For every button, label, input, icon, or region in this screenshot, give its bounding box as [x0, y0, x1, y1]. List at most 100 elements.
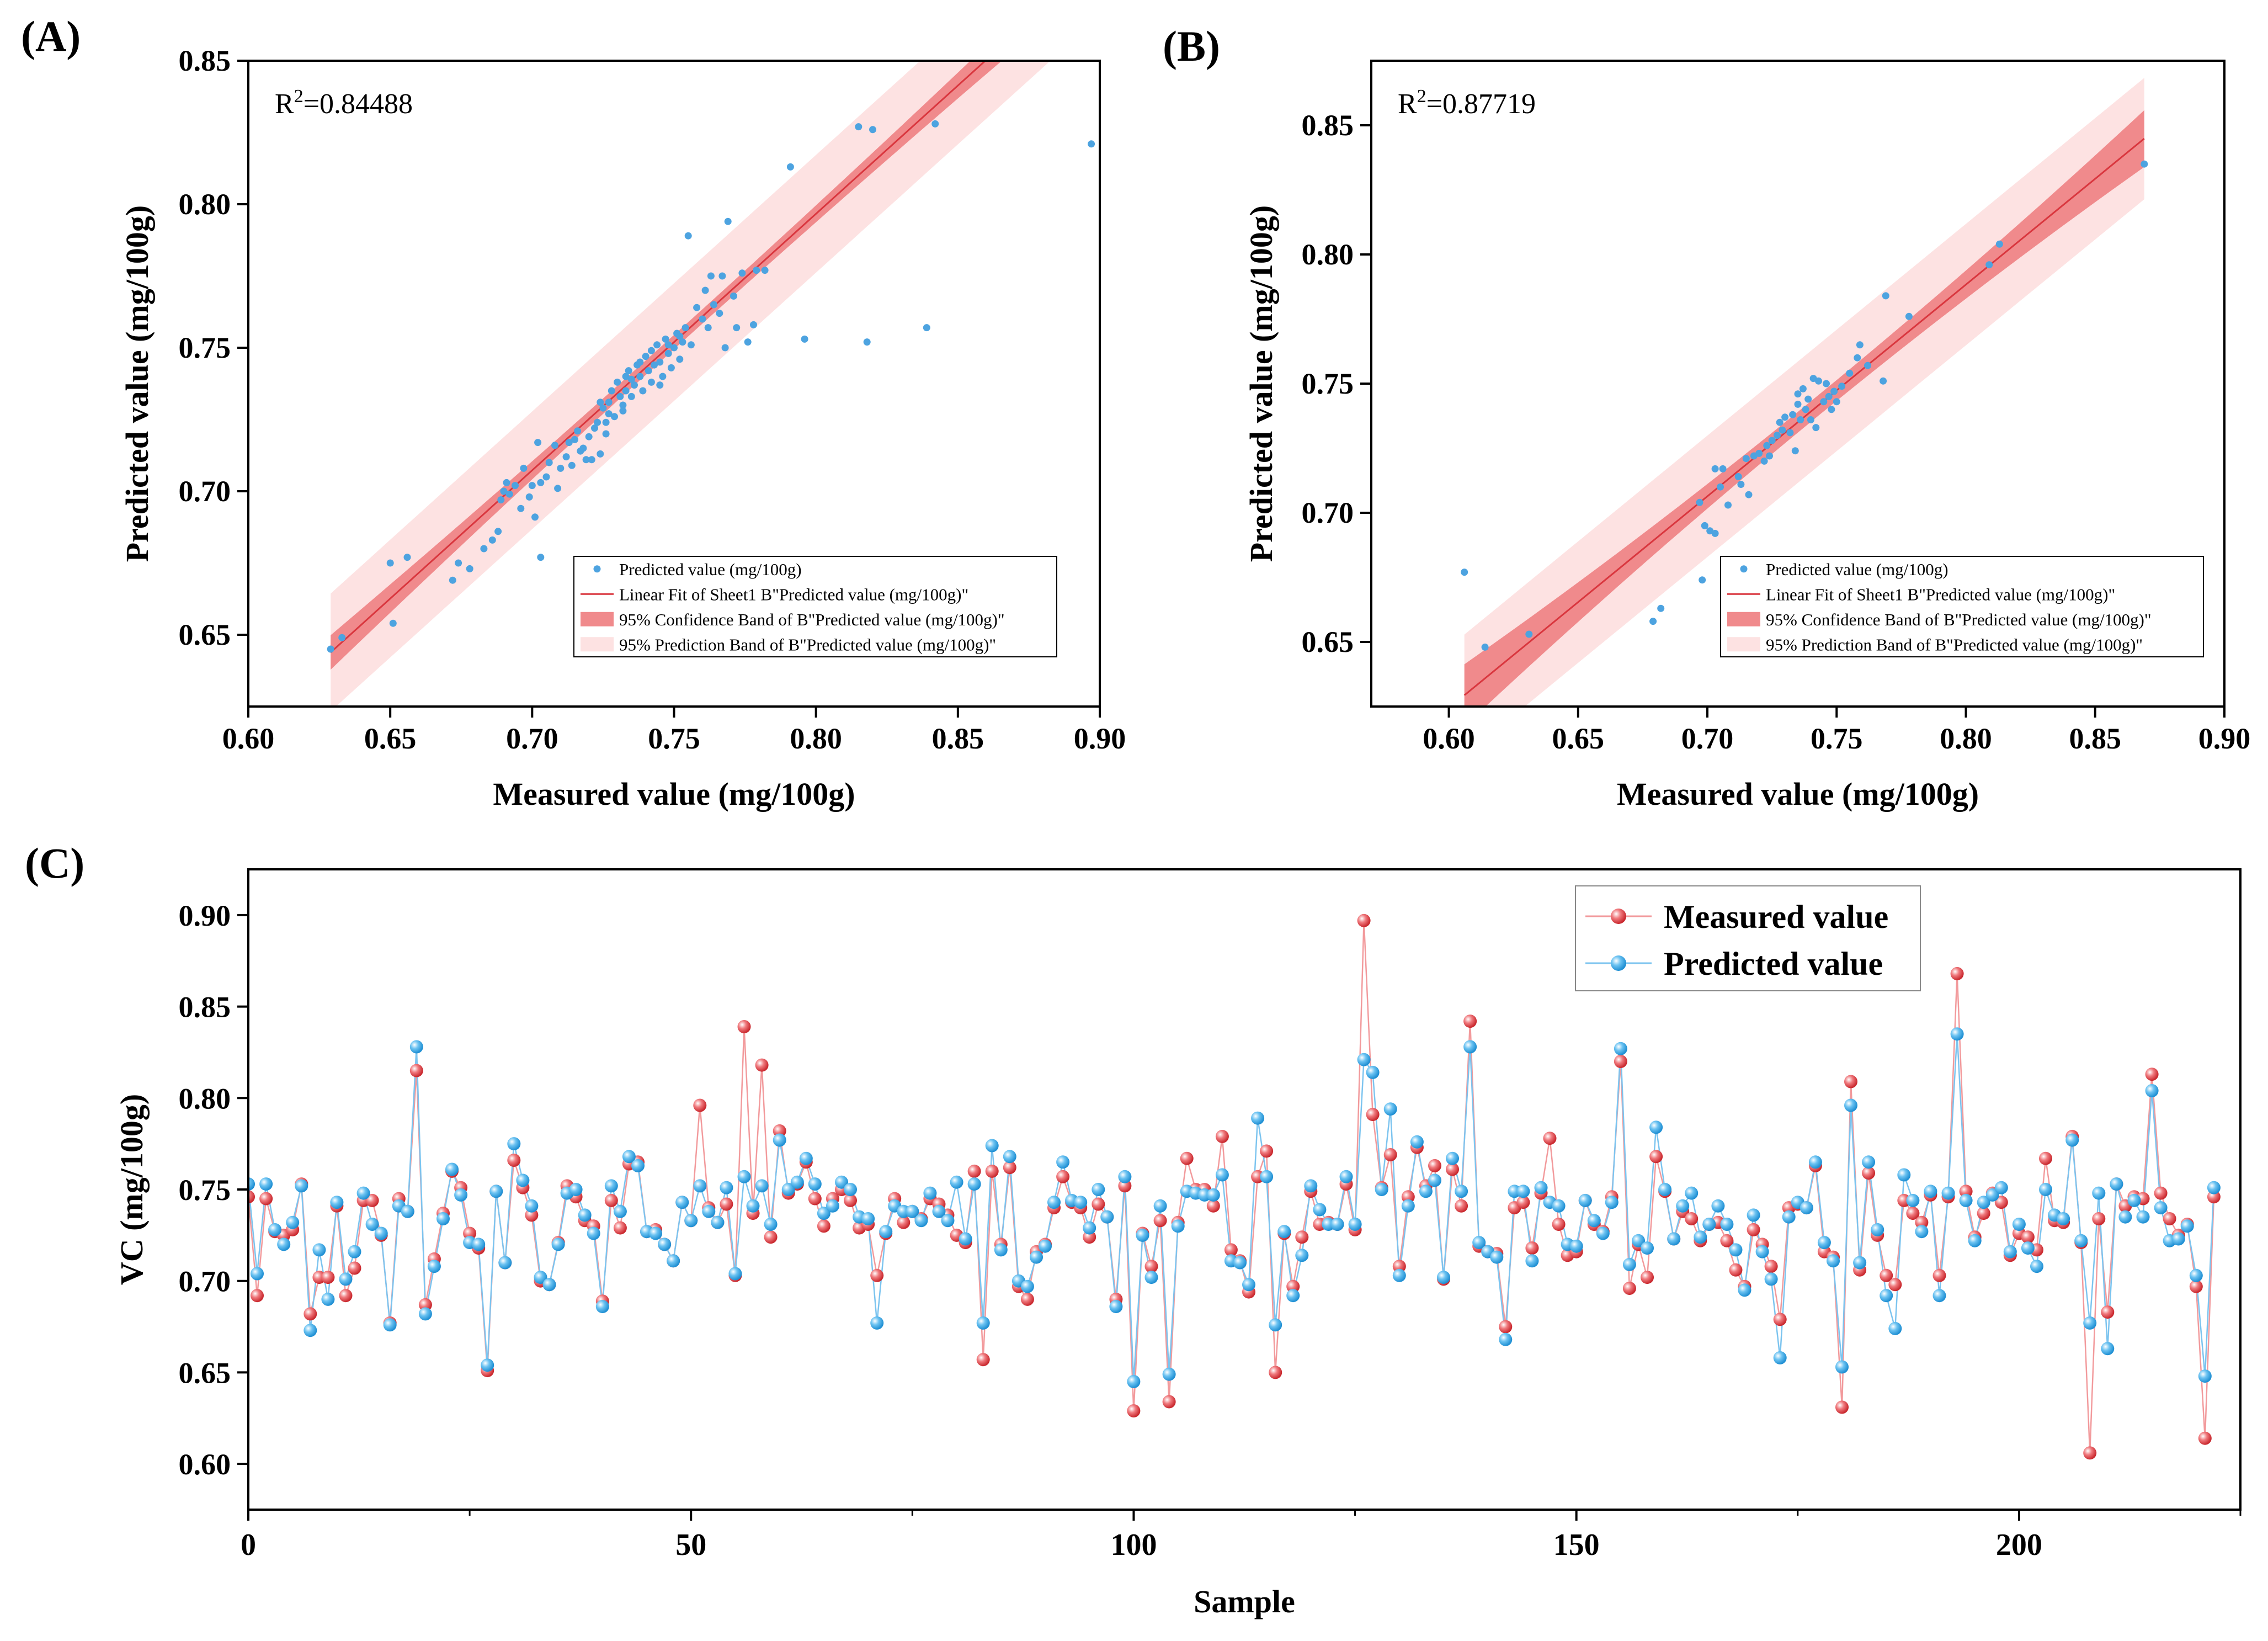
predicted-point [259, 1177, 273, 1191]
scatter-point [653, 341, 661, 349]
legend-swatch-point [593, 565, 601, 573]
scatter-point [639, 387, 647, 395]
predicted-point [1994, 1181, 2008, 1194]
predicted-point [817, 1207, 830, 1220]
scatter-point [1802, 406, 1809, 413]
scatter-point [525, 493, 533, 501]
panel-b-scatter: 0.60 0.65 0.70 0.75 0.80 0.85 0.90 0.65 0.70 0.75… [1163, 22, 2250, 812]
scatter-point [1763, 442, 1771, 449]
measured-point [870, 1268, 884, 1282]
scatter-point [1724, 501, 1732, 509]
scatter-point [597, 450, 604, 458]
scatter-point [1833, 398, 1840, 406]
predicted-point [1817, 1236, 1831, 1250]
predicted-point [2065, 1133, 2079, 1147]
predicted-point [1330, 1218, 1344, 1231]
predicted-point [409, 1040, 423, 1054]
x-tick-label: 0.70 [506, 722, 558, 755]
scatter-point [869, 126, 876, 134]
predicted-point [2012, 1218, 2026, 1231]
scatter-point [704, 324, 712, 332]
predicted-point [1773, 1351, 1787, 1364]
predicted-point [720, 1181, 733, 1194]
predicted-point [1888, 1321, 1902, 1335]
scatter-point [1711, 529, 1719, 537]
x-tick-label: 0.75 [1811, 722, 1863, 755]
predicted-point [1835, 1360, 1849, 1374]
measured-point [2092, 1212, 2106, 1225]
scatter-point [1828, 406, 1835, 413]
predicted-point [1437, 1271, 1450, 1284]
predicted-point [427, 1260, 441, 1273]
r-squared-superscript: 2 [1417, 86, 1426, 107]
predicted-point [1039, 1239, 1052, 1253]
predicted-point [1339, 1170, 1353, 1183]
predicted-point [2171, 1232, 2185, 1246]
scatter-point [923, 324, 930, 332]
predicted-point [1747, 1208, 1760, 1222]
measured-point [348, 1261, 361, 1275]
measured-point [817, 1219, 830, 1233]
scatter-point [1481, 643, 1489, 651]
measured-point [1543, 1132, 1557, 1145]
scatter-point [551, 442, 558, 449]
predicted-point [1428, 1173, 1441, 1187]
predicted-point [2180, 1219, 2194, 1233]
predicted-point [2127, 1193, 2141, 1207]
scatter-point [1797, 416, 1804, 423]
predicted-point [1614, 1042, 1627, 1055]
measured-point [1153, 1214, 1167, 1228]
measured-point [985, 1164, 999, 1178]
r-squared-value: =0.84488 [304, 88, 413, 120]
legend-box [1720, 556, 2204, 657]
scatter-point [1760, 457, 1768, 465]
scatter-point [531, 513, 539, 521]
legend-predicted-label: Predicted value [1664, 946, 1883, 982]
measured-point [259, 1192, 273, 1205]
measured-point [1463, 1015, 1477, 1028]
scatter-point [1696, 498, 1703, 506]
scatter-point [786, 163, 794, 171]
scatter-point [1794, 390, 1802, 398]
measured-point [248, 1190, 255, 1204]
predicted-point [1109, 1300, 1123, 1314]
predicted-point [1499, 1332, 1513, 1346]
predicted-point [923, 1186, 937, 1200]
x-tick-label: 150 [1553, 1528, 1600, 1562]
y-tick-label: 0.85 [1302, 109, 1354, 142]
scatter-point [619, 407, 627, 415]
x-tick-label: 0.65 [1552, 722, 1605, 755]
x-axis-label: Measured value (mg/100g) [493, 776, 855, 812]
legend-measured-marker [1611, 909, 1626, 924]
scatter-point [721, 344, 729, 352]
measured-point [1932, 1268, 1946, 1282]
predicted-point [365, 1218, 379, 1231]
predicted-point [1472, 1236, 1486, 1250]
scatter-point [1838, 383, 1846, 390]
y-tick-label: 0.60 [179, 1448, 231, 1481]
y-tick-label: 0.80 [1302, 238, 1354, 271]
scatter-point [1820, 398, 1828, 406]
measured-point [2189, 1279, 2203, 1293]
y-axis-label: VC (mg/100g) [114, 1094, 150, 1285]
predicted-point [454, 1188, 468, 1202]
scatter-point [1745, 491, 1753, 498]
predicted-point [1242, 1278, 1255, 1292]
predicted-point [2154, 1201, 2168, 1215]
predicted-point [569, 1183, 583, 1196]
predicted-point [339, 1272, 353, 1286]
scatter-point [651, 361, 658, 369]
predicted-point [1392, 1268, 1406, 1282]
legend-label: Linear Fit of Sheet1 B"Predicted value (… [1766, 585, 2115, 604]
measured-point [1844, 1075, 1857, 1088]
scatter-point [599, 404, 607, 412]
predicted-point [728, 1267, 742, 1281]
predicted-point [826, 1199, 839, 1213]
predicted-point [248, 1177, 255, 1191]
scatter-point [1711, 465, 1719, 472]
predicted-point [304, 1324, 317, 1337]
scatter-point [597, 399, 604, 406]
measured-point [1641, 1271, 1654, 1284]
predicted-point [507, 1137, 521, 1151]
measured-point [737, 1020, 751, 1033]
